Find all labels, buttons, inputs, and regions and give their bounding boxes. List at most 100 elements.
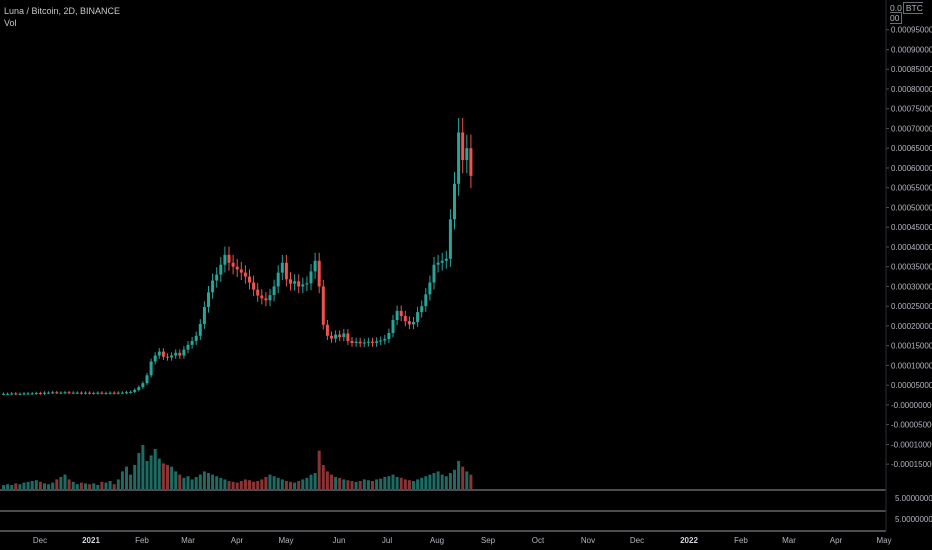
candle[interactable] [301,277,305,294]
candle[interactable] [358,337,362,348]
candle[interactable] [231,254,235,275]
volume-indicator-label[interactable]: Vol [4,18,17,28]
candle[interactable] [178,349,182,359]
candle[interactable] [416,306,420,327]
candle[interactable] [330,331,333,343]
candle[interactable] [448,209,452,267]
candle[interactable] [125,390,128,395]
candle[interactable] [186,341,190,354]
candle[interactable] [223,246,227,273]
candle[interactable] [268,288,272,307]
candle[interactable] [264,292,268,307]
candle[interactable] [243,265,247,284]
candle[interactable] [403,310,407,327]
candle[interactable] [252,275,256,297]
candle[interactable] [10,392,14,396]
candle[interactable] [120,391,124,395]
candle[interactable] [227,246,231,271]
candle[interactable] [43,391,46,395]
candle[interactable] [395,305,399,326]
candle[interactable] [383,334,387,345]
candle[interactable] [399,305,403,322]
candle[interactable] [6,392,10,396]
candle[interactable] [432,256,436,290]
candle[interactable] [366,337,370,347]
candle[interactable] [14,392,18,396]
candle[interactable] [461,118,465,174]
candle[interactable] [293,274,297,291]
candle[interactable] [313,252,317,279]
candle[interactable] [47,391,51,395]
candle[interactable] [260,289,264,305]
candle[interactable] [190,336,194,349]
candle[interactable] [379,336,383,346]
candle[interactable] [362,338,366,348]
candle[interactable] [371,337,374,347]
price-scale-currency[interactable]: 0.0 BTC 00 [890,2,932,24]
candle[interactable] [26,392,30,395]
candle[interactable] [436,254,440,273]
candle[interactable] [51,390,55,395]
candle[interactable] [305,276,309,292]
candle[interactable] [248,269,251,290]
candle[interactable] [420,300,424,318]
candle[interactable] [30,392,34,395]
candle[interactable] [112,391,116,395]
candle[interactable] [342,329,346,342]
candle[interactable] [84,391,87,395]
candle[interactable] [276,265,280,294]
candle[interactable] [63,390,67,395]
candle[interactable] [325,319,329,341]
candle[interactable] [100,391,104,395]
candle[interactable] [170,352,174,361]
candle[interactable] [75,391,79,395]
candle[interactable] [387,328,391,344]
candle[interactable] [424,288,428,312]
candle[interactable] [59,391,63,395]
candle[interactable] [166,353,169,361]
candle[interactable] [289,272,292,291]
candle[interactable] [79,391,83,395]
candle[interactable] [71,391,75,395]
candle[interactable] [469,134,473,189]
candle[interactable] [309,263,313,291]
candle[interactable] [108,391,112,395]
candle[interactable] [215,267,219,288]
candle[interactable] [92,391,96,395]
candle[interactable] [211,273,215,299]
candle[interactable] [67,390,71,395]
candle[interactable] [88,391,92,395]
candle[interactable] [284,254,288,287]
candle[interactable] [104,391,108,395]
candle[interactable] [465,134,469,174]
candle[interactable] [338,330,342,342]
candle[interactable] [350,336,354,347]
candle[interactable] [198,319,202,341]
candle[interactable] [346,329,350,345]
candle[interactable] [239,261,243,281]
candle[interactable] [2,392,5,396]
candle[interactable] [141,381,145,389]
candle[interactable] [440,252,444,271]
candle[interactable] [272,279,276,302]
candle[interactable] [22,392,26,396]
candle[interactable] [149,358,153,378]
candle[interactable] [235,258,239,278]
candle[interactable] [96,391,100,395]
candle[interactable] [207,285,210,313]
candle[interactable] [153,352,157,365]
candle[interactable] [354,337,358,347]
candle[interactable] [457,118,461,196]
candle[interactable] [317,252,321,294]
candle[interactable] [444,250,448,269]
candle[interactable] [202,301,206,329]
candle[interactable] [174,349,178,359]
candle[interactable] [34,391,38,395]
candle[interactable] [375,337,379,347]
candle[interactable] [407,316,411,330]
candle[interactable] [145,373,149,386]
candle[interactable] [412,317,415,330]
candle[interactable] [137,385,141,392]
candle[interactable] [391,314,395,338]
